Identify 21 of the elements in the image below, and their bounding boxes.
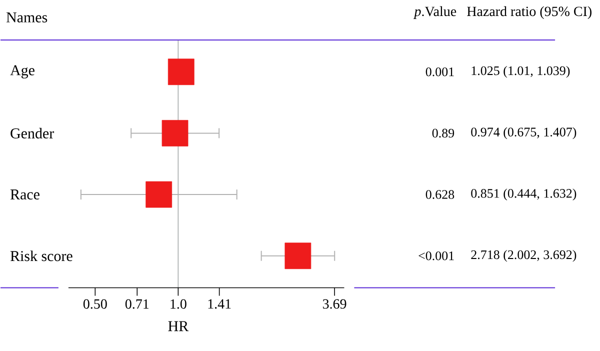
x-axis-title: HR: [168, 321, 189, 332]
x-tick-label: 1.41: [208, 299, 231, 309]
text: p.Value: [413, 6, 456, 20]
x-tick-label: 0.50: [83, 299, 107, 309]
y-tick-label: Age: [10, 65, 34, 79]
text: Hazard ratio (95% CI): [467, 6, 592, 20]
text: <0.001: [418, 252, 454, 260]
y-axis-title: Names: [6, 12, 48, 23]
x-tick-label: 0.71: [125, 299, 149, 309]
y-tick-label: Race: [10, 190, 40, 200]
x-tick-label: 1.0: [170, 299, 186, 309]
y-tick-label: Risk score: [10, 250, 72, 262]
text: 0.628: [426, 190, 454, 200]
y-tick-label: Gender: [10, 128, 54, 139]
text: 0.001: [426, 68, 454, 76]
text: 0.851 (0.444, 1.632): [471, 188, 576, 201]
text: 1.025 (1.01, 1.039): [472, 66, 570, 78]
x-tick-label: 3.69: [322, 299, 346, 309]
text: 0.974 (0.675, 1.407): [471, 127, 576, 140]
text: 2.718 (2.002, 3.692): [471, 250, 576, 262]
text: 0.89: [432, 128, 454, 138]
